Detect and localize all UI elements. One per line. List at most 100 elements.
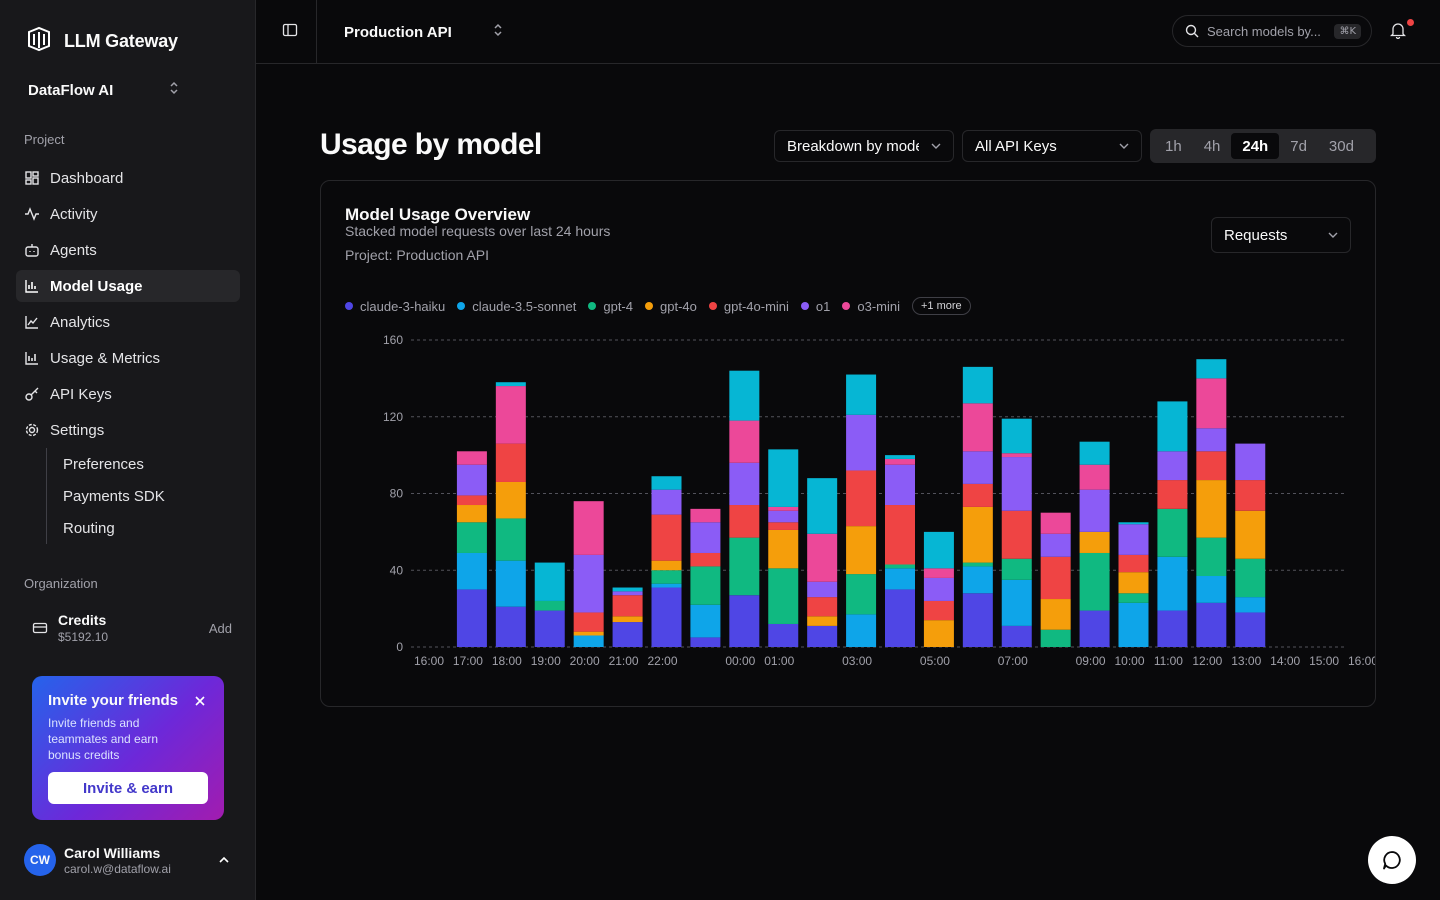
bar-segment <box>1118 602 1149 647</box>
bar-segment <box>807 478 838 534</box>
bell-icon[interactable] <box>1389 21 1407 44</box>
bar-segment <box>885 455 915 459</box>
bar-segment <box>1001 510 1032 559</box>
range-1h[interactable]: 1h <box>1165 137 1182 155</box>
sidebar-item-dashboard[interactable]: Dashboard <box>16 162 240 194</box>
x-tick-label: 19:00 <box>531 654 561 668</box>
bar-segment <box>495 481 526 519</box>
legend-label: claude-3-haiku <box>360 298 446 314</box>
legend-dot <box>708 302 717 310</box>
bar-segment <box>495 386 526 444</box>
bar-segment <box>495 606 526 647</box>
credits-amount: $5192.10 <box>58 630 109 644</box>
metric-select[interactable]: Requests <box>1211 217 1351 253</box>
organization-section-label: Organization <box>24 576 98 591</box>
breakdown-select[interactable]: Breakdown by model <box>774 130 954 162</box>
sidebar-subitem-payments-sdk[interactable]: Payments SDK <box>63 487 165 505</box>
sidebar-item-usage-metrics[interactable]: Usage & Metrics <box>16 342 240 374</box>
x-tick-label: 12:00 <box>1192 654 1222 668</box>
add-credits-button[interactable]: Add <box>208 620 232 636</box>
x-tick-label: 21:00 <box>609 654 639 668</box>
legend-item[interactable]: o1 <box>800 299 830 314</box>
user-menu[interactable]: CW Carol Williams carol.w@dataflow.ai <box>24 842 232 878</box>
bar-segment <box>1040 556 1071 600</box>
chevrons-up-down-icon <box>492 23 504 42</box>
bar-segment <box>885 458 915 465</box>
legend-item[interactable]: o3-mini <box>842 299 900 314</box>
org-switcher[interactable]: DataFlow AI <box>16 72 192 108</box>
x-tick-label: 09:00 <box>1076 654 1106 668</box>
bar-segment <box>729 595 760 647</box>
card-subtitle: Stacked model requests over last 24 hour… <box>345 223 611 239</box>
project-switcher[interactable]: Production API <box>344 18 504 46</box>
line-chart-icon <box>25 316 38 329</box>
bar-segment <box>1196 537 1227 577</box>
bar-segment <box>690 637 721 647</box>
card-project: Project: Production API <box>345 247 489 263</box>
bar-segment <box>1235 480 1266 511</box>
legend-more-button[interactable]: +1 more <box>912 297 971 315</box>
bar-segment <box>573 631 604 636</box>
bar-segment <box>456 495 487 506</box>
bar-segment <box>1157 508 1188 557</box>
bar-segment <box>807 625 838 647</box>
bar-segment <box>1040 599 1071 630</box>
sidebar-item-label: Dashboard <box>50 169 124 187</box>
bar-segment <box>729 505 760 538</box>
x-tick-label: 03:00 <box>842 654 872 668</box>
range-4h[interactable]: 4h <box>1203 137 1221 155</box>
avatar: CW <box>24 844 56 876</box>
sidebar-item-agents[interactable]: Agents <box>16 234 240 266</box>
sidebar-item-analytics[interactable]: Analytics <box>16 306 240 338</box>
y-tick-label: 40 <box>390 563 404 577</box>
bot-icon <box>25 244 39 257</box>
legend-dot <box>588 302 597 310</box>
sidebar-item-settings[interactable]: Settings <box>16 414 240 446</box>
credits-title: Credits <box>58 612 107 628</box>
invite-earn-button[interactable]: Invite & earn <box>48 772 208 804</box>
bar-segment <box>962 593 993 647</box>
legend-item[interactable]: gpt-4o-mini <box>708 299 789 314</box>
bar-segment <box>1157 610 1188 647</box>
api-keys-select[interactable]: All API Keys <box>962 130 1142 162</box>
sidebar-item-label: Analytics <box>50 313 111 331</box>
chat-button[interactable] <box>1368 836 1416 884</box>
search-icon <box>1185 24 1199 38</box>
chevron-up-icon[interactable] <box>218 851 230 869</box>
bar-segment <box>1196 576 1227 603</box>
bar-segment <box>768 506 799 511</box>
bar-segment <box>962 366 993 404</box>
bar-segment <box>1235 510 1266 559</box>
range-30d[interactable]: 30d <box>1328 137 1354 155</box>
bar-segment <box>534 600 565 611</box>
bar-segment <box>846 574 877 615</box>
sidebar-item-model-usage[interactable]: Model Usage <box>16 270 240 302</box>
sidebar-item-api-keys[interactable]: API Keys <box>16 378 240 410</box>
bar-segment <box>1157 451 1188 481</box>
brand[interactable]: LLM Gateway <box>26 26 178 57</box>
bar-segment <box>690 522 721 553</box>
legend-item[interactable]: claude-3-haiku <box>345 299 445 314</box>
legend-item[interactable]: claude-3.5-sonnet <box>457 299 576 314</box>
sidebar-toggle-icon[interactable] <box>282 22 298 43</box>
bar-segment <box>1118 522 1149 525</box>
x-tick-label: 00:00 <box>725 654 755 668</box>
search-shortcut: ⌘K <box>1334 23 1361 39</box>
bar-segment <box>962 562 993 567</box>
bar-segment <box>1040 512 1071 534</box>
legend-dot <box>645 302 653 310</box>
bar-segment <box>651 560 682 571</box>
bar-segment <box>962 451 993 484</box>
bar-segment <box>1118 554 1149 573</box>
legend-item[interactable]: gpt-4o <box>645 299 697 314</box>
close-icon[interactable] <box>194 694 206 712</box>
range-7d[interactable]: 7d <box>1290 137 1307 155</box>
legend-item[interactable]: gpt-4 <box>588 299 633 314</box>
sidebar-subitem-routing[interactable]: Routing <box>63 519 115 537</box>
x-tick-label: 10:00 <box>1114 654 1144 668</box>
sidebar-item-activity[interactable]: Activity <box>16 198 240 230</box>
y-tick-label: 160 <box>383 333 403 347</box>
search-input[interactable]: Search models by... ⌘K <box>1172 15 1372 47</box>
range-24h[interactable]: 24h <box>1231 133 1280 159</box>
sidebar-subitem-preferences[interactable]: Preferences <box>63 455 144 473</box>
